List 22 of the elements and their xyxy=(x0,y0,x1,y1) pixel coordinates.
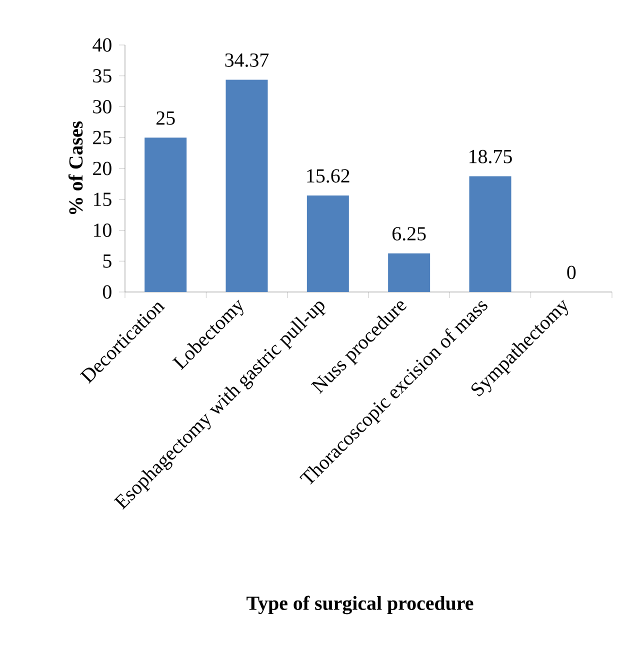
y-tick-label: 0 xyxy=(102,285,112,299)
data-label: 15.62 xyxy=(307,169,350,183)
bar xyxy=(144,138,187,292)
y-tick-label: 40 xyxy=(92,38,112,52)
data-label: 25 xyxy=(156,111,175,125)
y-axis-title: % of Cases xyxy=(68,121,83,214)
y-tick-label: 20 xyxy=(93,162,112,176)
x-axis-title: Type of surgical procedure xyxy=(246,596,474,614)
y-tick-label: 25 xyxy=(93,130,112,144)
y-tick-label: 10 xyxy=(94,224,112,237)
data-label: 18.75 xyxy=(470,150,512,164)
y-tick-label: 15 xyxy=(94,192,112,206)
bar xyxy=(469,176,512,292)
y-tick-label: 35 xyxy=(93,69,112,83)
data-label: 6.25 xyxy=(392,227,426,241)
bar xyxy=(306,196,349,292)
bar xyxy=(388,253,430,292)
data-label: 34.37 xyxy=(225,53,269,67)
y-tick-label: 30 xyxy=(93,100,112,114)
bar xyxy=(226,80,268,292)
data-label: 0 xyxy=(567,266,576,280)
y-tick-label: 5 xyxy=(103,254,112,268)
